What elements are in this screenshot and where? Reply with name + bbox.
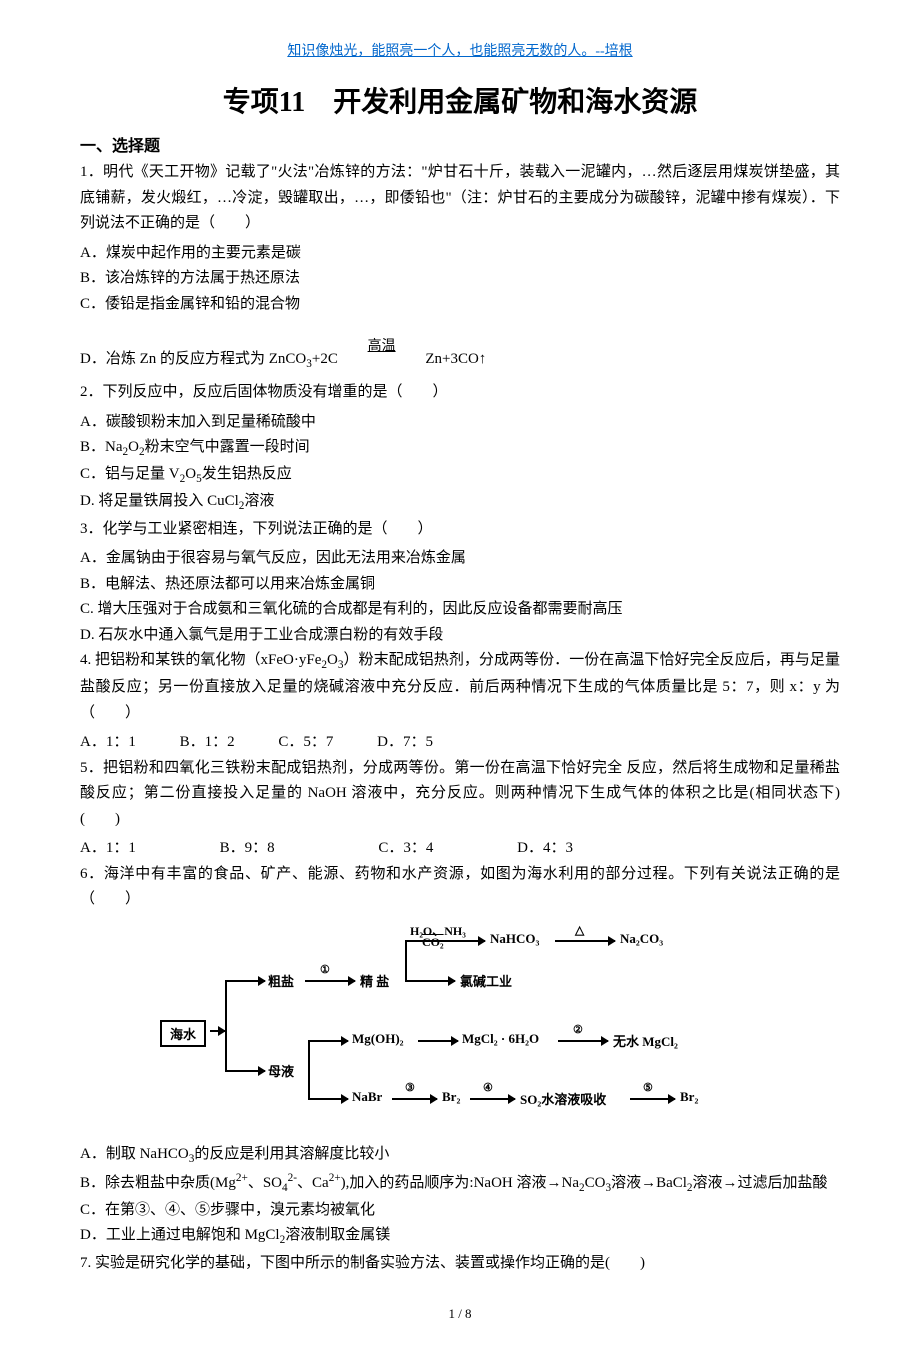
question-5: 5．把铝粉和四氧化三铁粉末配成铝热剂，分成两等份。第一份在高温下恰好完全 反应，… (80, 756, 840, 833)
q6-b-pre: B．除去粗盐中杂质(Mg (80, 1175, 236, 1191)
q4-option-d: D．7：5 (377, 730, 433, 756)
node-mother-liquor: 母液 (268, 1061, 294, 1080)
q5-option-d: D．4：3 (517, 836, 573, 862)
q6-a-suf: 的反应是利用其溶解度比较小 (194, 1146, 389, 1162)
q4-option-a: A．1：1 (80, 730, 136, 756)
node-na2co3: Na₂CO₃ (620, 931, 663, 947)
flowchart-diagram: 海水 粗盐 ① 精 盐 H₂O、NH₃ CO₂ NaHCO₃ △ Na₂CO₃ … (80, 925, 840, 1130)
q2-b-pre: B．Na (80, 439, 123, 455)
q5-option-c: C．3：4 (378, 836, 433, 862)
step-2: ② (573, 1023, 583, 1036)
step-4: ④ (483, 1081, 493, 1094)
node-chlor-alkali: 氯碱工业 (460, 971, 512, 990)
q4-option-c: C．5：7 (278, 730, 333, 756)
q2-d-suf: 溶液 (244, 493, 274, 509)
q6-b-sup1: 2+ (236, 1172, 248, 1184)
q6-d-suf: 溶液制取金属镁 (285, 1227, 390, 1243)
q3-option-b: B．电解法、热还原法都可以用来冶炼金属铜 (80, 572, 840, 598)
node-nahco3: NaHCO₃ (490, 931, 539, 947)
node-mgoh2: Mg(OH)₂ (352, 1031, 404, 1047)
question-3: 3．化学与工业紧密相连，下列说法正确的是（ ） (80, 517, 840, 543)
question-2: 2．下列反应中，反应后固体物质没有增重的是（ ） (80, 380, 840, 406)
q1-option-d: D．冶炼 Zn 的反应方程式为 ZnCO3+2C 高温 Zn+3CO↑ (80, 347, 840, 374)
node-fine-salt: 精 盐 (360, 971, 389, 990)
q6-b-mid5: 溶液→BaCl (611, 1175, 687, 1191)
delta-symbol: △ (575, 923, 584, 938)
q5-option-b: B．9：8 (220, 836, 275, 862)
q2-c-pre: C．铝与足量 V (80, 466, 180, 482)
q3-option-c: C. 增大压强对于合成氨和三氧化硫的合成都是有利的，因此反应设备都需要耐高压 (80, 597, 840, 623)
step-5: ⑤ (643, 1081, 653, 1094)
q2-c-suf: 发生铝热反应 (202, 466, 292, 482)
q6-b-mid3: ),加入的药品顺序为:NaOH 溶液→Na (341, 1175, 579, 1191)
q6-b-sup3: 2+ (329, 1172, 341, 1184)
question-6: 6．海洋中有丰富的食品、矿产、能源、药物和水产资源，如图为海水利用的部分过程。下… (80, 862, 840, 913)
q6-option-a: A．制取 NaHCO3的反应是利用其溶解度比较小 (80, 1142, 840, 1169)
q2-option-a: A．碳酸钡粉末加入到足量稀硫酸中 (80, 410, 840, 436)
q6-b-suf: 溶液→过滤后加盐酸 (693, 1175, 828, 1191)
top-chem-2: CO₂ (422, 935, 444, 950)
page-footer: 1 / 8 (80, 1306, 840, 1322)
node-seawater: 海水 (160, 1020, 206, 1047)
q2-b-suf: 粉末空气中露置一段时间 (145, 439, 310, 455)
q1-option-b: B．该冶炼锌的方法属于热还原法 (80, 266, 840, 292)
node-nabr: NaBr (352, 1089, 382, 1105)
reaction-condition: 高温 (342, 335, 422, 359)
step-3: ③ (405, 1081, 415, 1094)
q6-b-mid2: 、Ca (297, 1175, 329, 1191)
node-crude-salt: 粗盐 (268, 971, 294, 990)
q5-options: A．1：1 B．9：8 C．3：4 D．4：3 (80, 836, 840, 862)
q6-b-mid4: CO (585, 1175, 606, 1191)
q3-option-a: A．金属钠由于很容易与氧气反应，因此无法用来冶炼金属 (80, 546, 840, 572)
q1-d-prefix: D．冶炼 Zn 的反应方程式为 ZnCO (80, 351, 306, 367)
question-7: 7. 实验是研究化学的基础，下图中所示的制备实验方法、装置或操作均正确的是( ) (80, 1251, 840, 1277)
node-mgcl2-6h2o: MgCl₂ · 6H₂O (462, 1031, 539, 1047)
q2-b-mid: O (128, 439, 139, 455)
q5-option-a: A．1：1 (80, 836, 136, 862)
q2-option-b: B．Na2O2粉末空气中露置一段时间 (80, 435, 840, 462)
q1-option-a: A．煤炭中起作用的主要元素是碳 (80, 241, 840, 267)
q4-option-b: B．1：2 (180, 730, 235, 756)
q1-d-mid: +2C (312, 351, 338, 367)
q6-option-b: B．除去粗盐中杂质(Mg2+、SO42-、Ca2+),加入的药品顺序为:NaOH… (80, 1169, 840, 1198)
q6-a-pre: A．制取 NaHCO (80, 1146, 189, 1162)
node-so2-abs: SO₂水溶液吸收 (520, 1089, 606, 1108)
step-1: ① (320, 963, 330, 976)
section-header: 一、选择题 (80, 132, 840, 156)
q2-option-d: D. 将足量铁屑投入 CuCl2溶液 (80, 489, 840, 516)
q6-option-c: C．在第③、④、⑤步骤中，溴元素均被氧化 (80, 1198, 840, 1224)
header-quote: 知识像烛光，能照亮一个人，也能照亮无数的人。--培根 (80, 40, 840, 60)
q6-b-sup2: 2- (288, 1172, 297, 1184)
q4-stem-mid1: O (327, 652, 338, 668)
q2-c-mid: O (185, 466, 196, 482)
q2-d-pre: D. 将足量铁屑投入 CuCl (80, 493, 239, 509)
node-br2-2: Br₂ (680, 1089, 698, 1105)
q1-d-suffix: Zn+3CO↑ (425, 351, 486, 367)
q2-option-c: C．铝与足量 V2O5发生铝热反应 (80, 462, 840, 489)
q6-b-mid1: 、SO (248, 1175, 282, 1191)
node-anhyd-mgcl2: 无水 MgCl₂ (613, 1031, 678, 1050)
q3-option-d: D. 石灰水中通入氯气是用于工业合成漂白粉的有效手段 (80, 623, 840, 649)
question-4: 4. 把铝粉和某铁的氧化物（xFeO·yFe2O3）粉末配成铝热剂，分成两等份．… (80, 648, 840, 726)
q4-options: A．1：1 B．1：2 C．5：7 D．7：5 (80, 730, 840, 756)
q4-stem-pre: 4. 把铝粉和某铁的氧化物（xFeO·yFe (80, 652, 321, 668)
q6-d-pre: D．工业上通过电解饱和 MgCl (80, 1227, 280, 1243)
page-title: 专项11 开发利用金属矿物和海水资源 (80, 80, 840, 120)
question-1: 1．明代《天工开物》记载了"火法"冶炼锌的方法："炉甘石十斤，装载入一泥罐内，…… (80, 160, 840, 237)
q6-option-d: D．工业上通过电解饱和 MgCl2溶液制取金属镁 (80, 1223, 840, 1250)
q1-option-c: C．倭铅是指金属锌和铅的混合物 (80, 292, 840, 318)
node-br2-1: Br₂ (442, 1089, 460, 1105)
